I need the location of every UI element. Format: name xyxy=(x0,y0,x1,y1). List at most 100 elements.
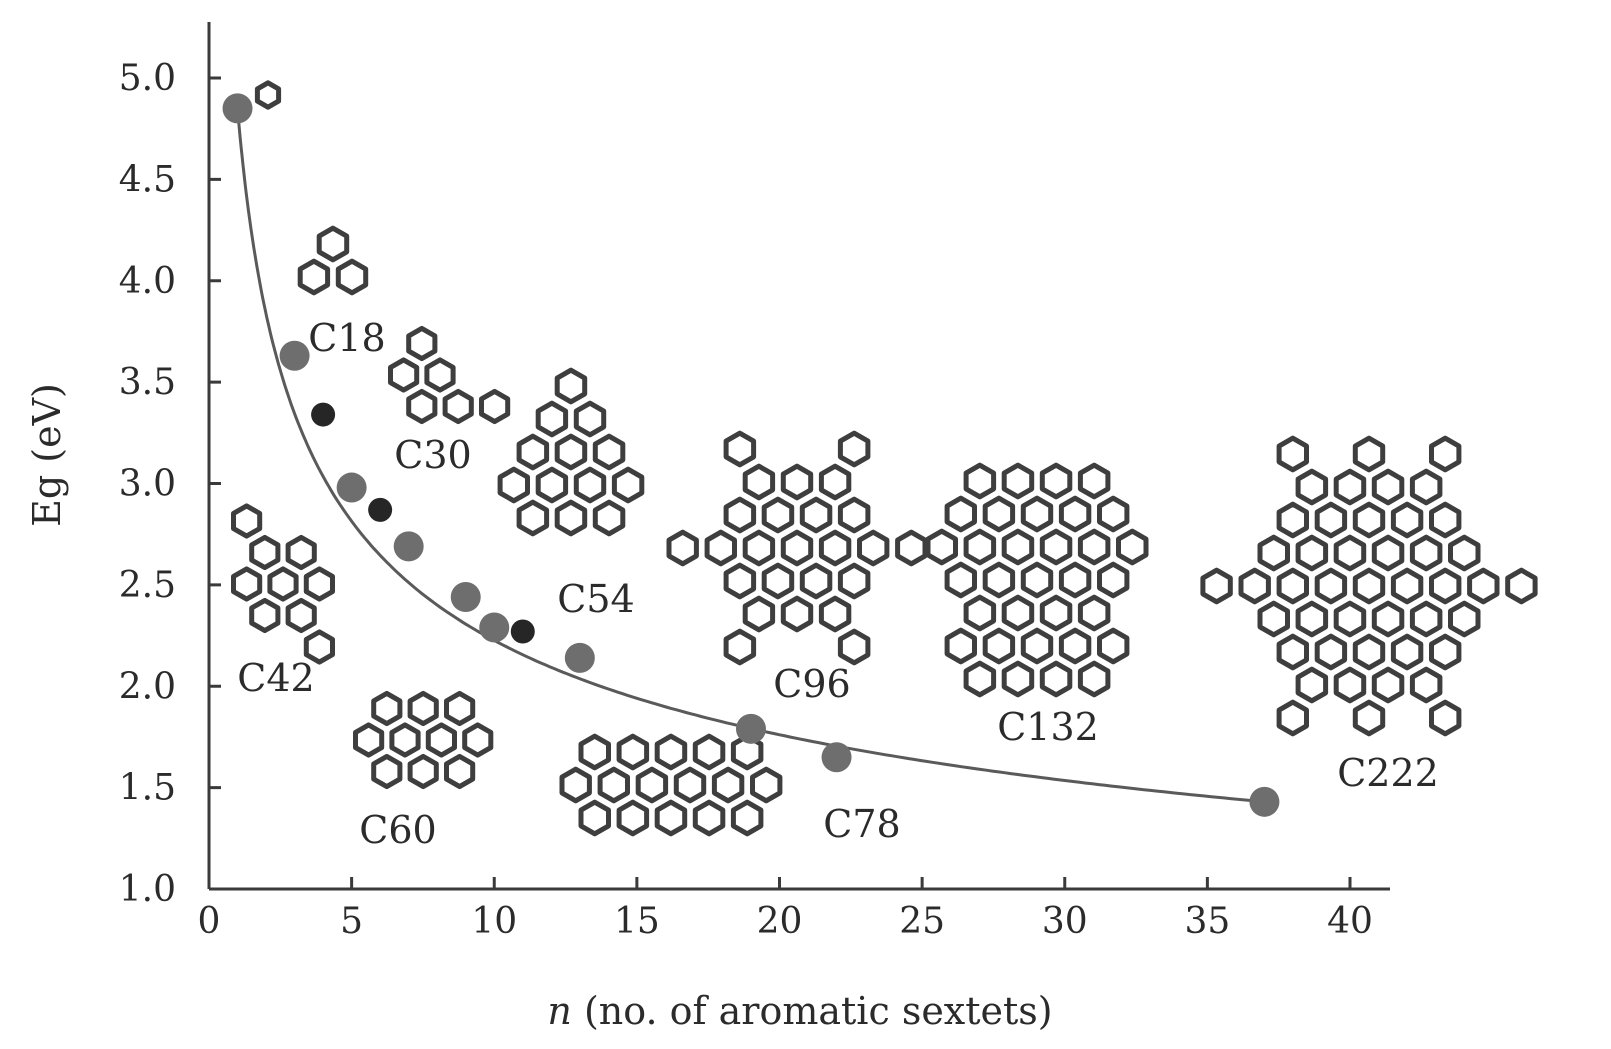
hex-ring xyxy=(654,733,688,771)
y-tick-label: 1.0 xyxy=(119,869,176,910)
hex-ring xyxy=(442,388,474,425)
hex-ring xyxy=(1077,462,1111,500)
hex-ring xyxy=(1039,594,1073,632)
hex-ring xyxy=(944,627,977,665)
hex-ring xyxy=(1371,468,1405,506)
hex-ring xyxy=(654,799,688,837)
hex-ring xyxy=(516,433,550,471)
hex-ring xyxy=(424,357,456,393)
data-point xyxy=(368,497,393,522)
hex-ring xyxy=(371,690,403,727)
hex-ring xyxy=(1295,534,1329,572)
hex-ring xyxy=(704,529,737,567)
hex-ring xyxy=(818,529,852,567)
hex-ring xyxy=(750,766,783,804)
hex-ring xyxy=(692,799,726,837)
hex-ring xyxy=(1390,501,1424,539)
hex-ring xyxy=(616,799,650,837)
hex-ring xyxy=(1390,633,1424,671)
hex-ring xyxy=(944,561,977,599)
hex-ring xyxy=(1295,468,1329,506)
x-tick-label: 5 xyxy=(340,901,363,942)
hex-ring xyxy=(231,566,263,602)
hex-ring xyxy=(818,463,852,501)
hex-ring xyxy=(1276,567,1309,605)
hex-ring xyxy=(742,595,776,633)
x-axis-title: n (no. of aromatic sextets) xyxy=(547,989,1052,1033)
hex-ring xyxy=(1429,567,1462,605)
hex-ring xyxy=(730,799,764,837)
molecule-label-c78: C78 xyxy=(823,802,900,846)
axes xyxy=(207,22,1390,891)
benzene-hexagon-icon xyxy=(254,80,282,110)
hex-ring xyxy=(837,562,871,600)
hexagonal-pah-c132-icon xyxy=(925,462,1149,698)
hex-ring xyxy=(673,766,707,804)
hex-ring xyxy=(780,529,814,567)
hex-ring xyxy=(1058,495,1092,533)
hex-ring xyxy=(1058,561,1092,599)
hex-ring xyxy=(285,597,317,634)
hex-ring xyxy=(1409,600,1443,638)
fit-curve xyxy=(236,108,1265,804)
hex-ring xyxy=(388,357,420,393)
hex-ring xyxy=(1371,666,1405,704)
hex-ring xyxy=(837,628,871,666)
hex-ring xyxy=(573,466,607,504)
hex-ring xyxy=(578,733,611,771)
y-tick-label: 2.5 xyxy=(119,565,176,606)
hex-ring xyxy=(982,495,1016,533)
data-point xyxy=(336,472,367,503)
hex-ring xyxy=(554,499,588,537)
hex-ring xyxy=(267,566,299,602)
hex-ring xyxy=(1039,528,1073,566)
hex-ring xyxy=(1276,501,1309,539)
data-point xyxy=(279,340,310,371)
hex-ring xyxy=(1314,567,1348,605)
hex-ring xyxy=(554,367,588,405)
hex-ring xyxy=(818,595,852,633)
hex-ring xyxy=(335,258,369,296)
molecule-label-c30: C30 xyxy=(394,433,471,477)
x-tick-label: 0 xyxy=(198,901,221,942)
hex-ring xyxy=(1352,633,1386,671)
hex-ring xyxy=(895,529,928,567)
y-tick-label: 4.0 xyxy=(119,261,176,302)
hex-ring xyxy=(1257,534,1290,572)
hex-ring xyxy=(1390,567,1424,605)
hex-ring xyxy=(692,733,726,771)
y-tick-label: 2.0 xyxy=(119,666,176,707)
hex-ring xyxy=(1333,666,1367,704)
star-pah-c96-icon xyxy=(666,430,928,666)
hex-ring xyxy=(761,496,795,534)
hex-ring xyxy=(711,766,745,804)
hex-ring xyxy=(1020,561,1054,599)
hex-ring xyxy=(1429,501,1462,539)
data-point xyxy=(821,742,852,773)
x-tick-label: 35 xyxy=(1184,901,1230,942)
hex-ring xyxy=(1352,567,1386,605)
y-tick-label: 4.5 xyxy=(119,159,176,200)
x-tick-label: 20 xyxy=(757,901,803,942)
hex-ring xyxy=(1295,600,1329,638)
hex-ring xyxy=(1409,468,1443,506)
rhombic-pah-c54-icon xyxy=(497,367,645,537)
hex-ring xyxy=(535,466,569,504)
hex-ring xyxy=(944,495,977,533)
x-tick-label: 10 xyxy=(471,901,517,942)
hexagonal-pah-c60-icon xyxy=(353,690,494,790)
hex-ring xyxy=(1077,660,1111,698)
hex-ring xyxy=(1200,567,1233,605)
x-tick-label: 15 xyxy=(614,901,660,942)
hexagonal-pah-c222-icon xyxy=(1200,435,1538,737)
hex-ring xyxy=(799,496,833,534)
hex-ring xyxy=(1505,567,1538,605)
hex-ring xyxy=(1448,534,1481,572)
hex-ring xyxy=(1039,660,1073,698)
hex-ring xyxy=(1257,600,1290,638)
data-points xyxy=(222,93,1280,817)
triangular-pah-c30-icon xyxy=(388,325,511,425)
hex-ring xyxy=(1039,462,1073,500)
hex-ring xyxy=(578,799,611,837)
y-axis-title: Eg (eV) xyxy=(25,383,69,527)
